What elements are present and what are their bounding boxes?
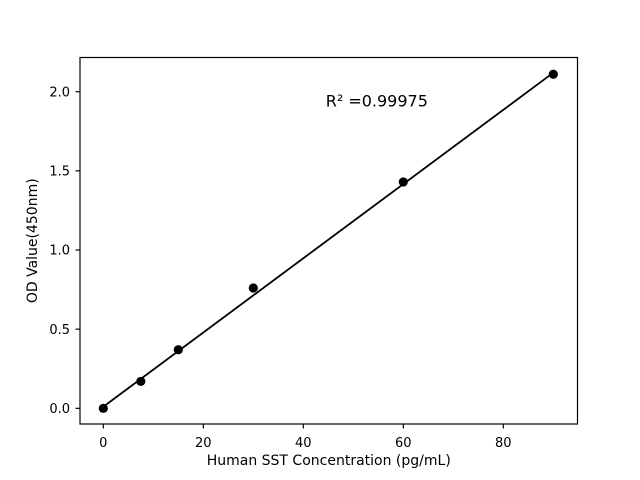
y-axis-tick-label: 0.0 xyxy=(49,402,70,417)
x-axis-tick-label: 40 xyxy=(295,436,312,451)
x-axis-tick-label: 60 xyxy=(395,436,412,451)
y-axis-tick-label: 1.5 xyxy=(49,164,70,179)
data-point xyxy=(98,403,108,413)
y-axis-tick-label: 1.0 xyxy=(49,244,70,259)
data-point xyxy=(398,177,408,187)
x-axis-tick-label: 20 xyxy=(195,436,212,451)
data-point xyxy=(173,345,183,355)
plot-area-border xyxy=(79,56,579,425)
data-point xyxy=(136,376,146,387)
y-axis-tick-label: 0.5 xyxy=(49,323,70,338)
x-axis-tick-label: 0 xyxy=(99,436,107,451)
x-axis-tick-label: 80 xyxy=(495,436,512,451)
r-squared-annotation: R² =0.99975 xyxy=(326,92,428,111)
data-point xyxy=(548,69,558,79)
x-axis-label: Human SST Concentration (pg/mL) xyxy=(207,453,451,469)
y-axis-tick-label: 2.0 xyxy=(49,85,70,100)
y-axis-label: OD Value(450nm) xyxy=(25,178,41,303)
data-point xyxy=(248,283,258,293)
fit-line xyxy=(102,71,555,408)
